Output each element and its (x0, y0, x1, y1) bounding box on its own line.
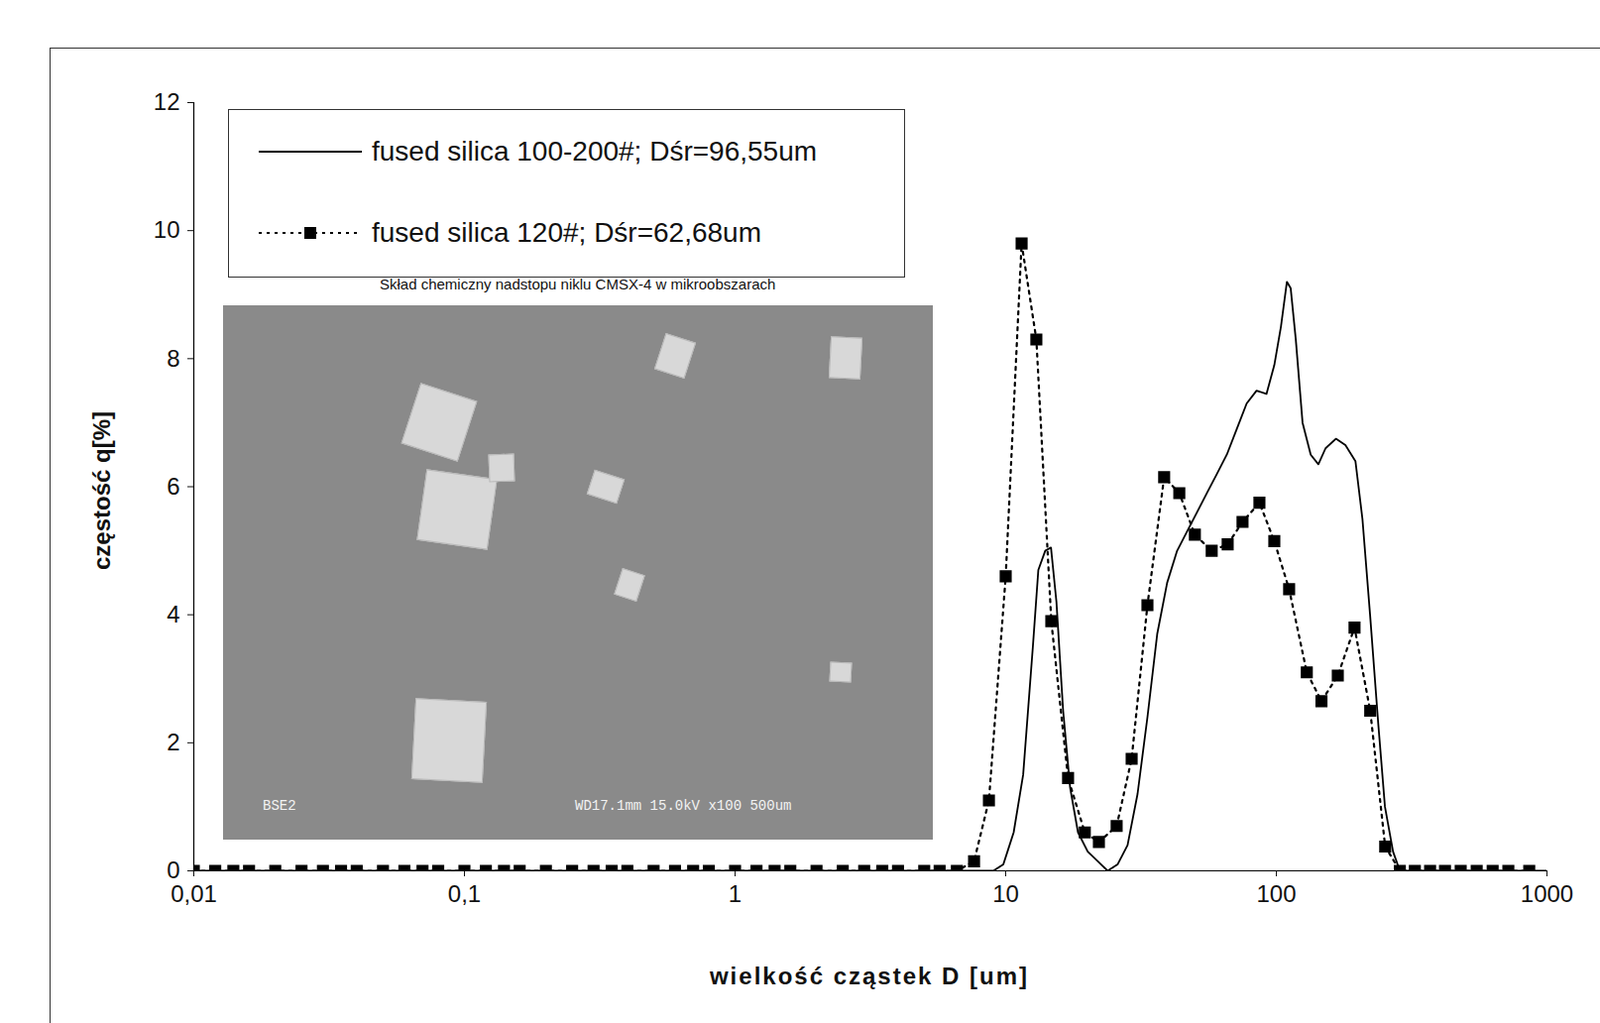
svg-text:6: 6 (166, 472, 180, 500)
html-text:WD17.1mm 15.0kV x100 500um: WD17.1mm 15.0kV x100 500um (574, 798, 792, 814)
html-text:fused silica 100-200#; Dśr=96,: fused silica 100-200#; Dśr=96,55um (371, 135, 817, 167)
svg-text:1: 1 (728, 880, 742, 908)
svg-text:2: 2 (166, 728, 180, 756)
html-text:BSE2: BSE2 (262, 798, 297, 814)
html-text:częstość q[%]: częstość q[%] (88, 411, 115, 571)
html-text:Skład chemiczny nadstopu niklu: Skład chemiczny nadstopu niklu CMSX-4 w … (379, 275, 776, 293)
svg-text:12: 12 (153, 88, 181, 115)
svg-text:0: 0 (166, 856, 180, 884)
svg-text:8: 8 (166, 344, 180, 372)
svg-text:10: 10 (153, 216, 181, 243)
svg-text:1000: 1000 (1520, 880, 1574, 908)
svg-text:4: 4 (166, 600, 180, 628)
svg-text:10: 10 (992, 880, 1020, 908)
svg-text:100: 100 (1256, 880, 1296, 908)
svg-text:0,1: 0,1 (448, 880, 481, 908)
html-text:wielkość cząstek D [um]: wielkość cząstek D [um] (709, 962, 1030, 990)
html-text:fused silica 120#; Dśr=62,68um: fused silica 120#; Dśr=62,68um (371, 217, 762, 248)
svg-text:0,01: 0,01 (170, 880, 218, 908)
